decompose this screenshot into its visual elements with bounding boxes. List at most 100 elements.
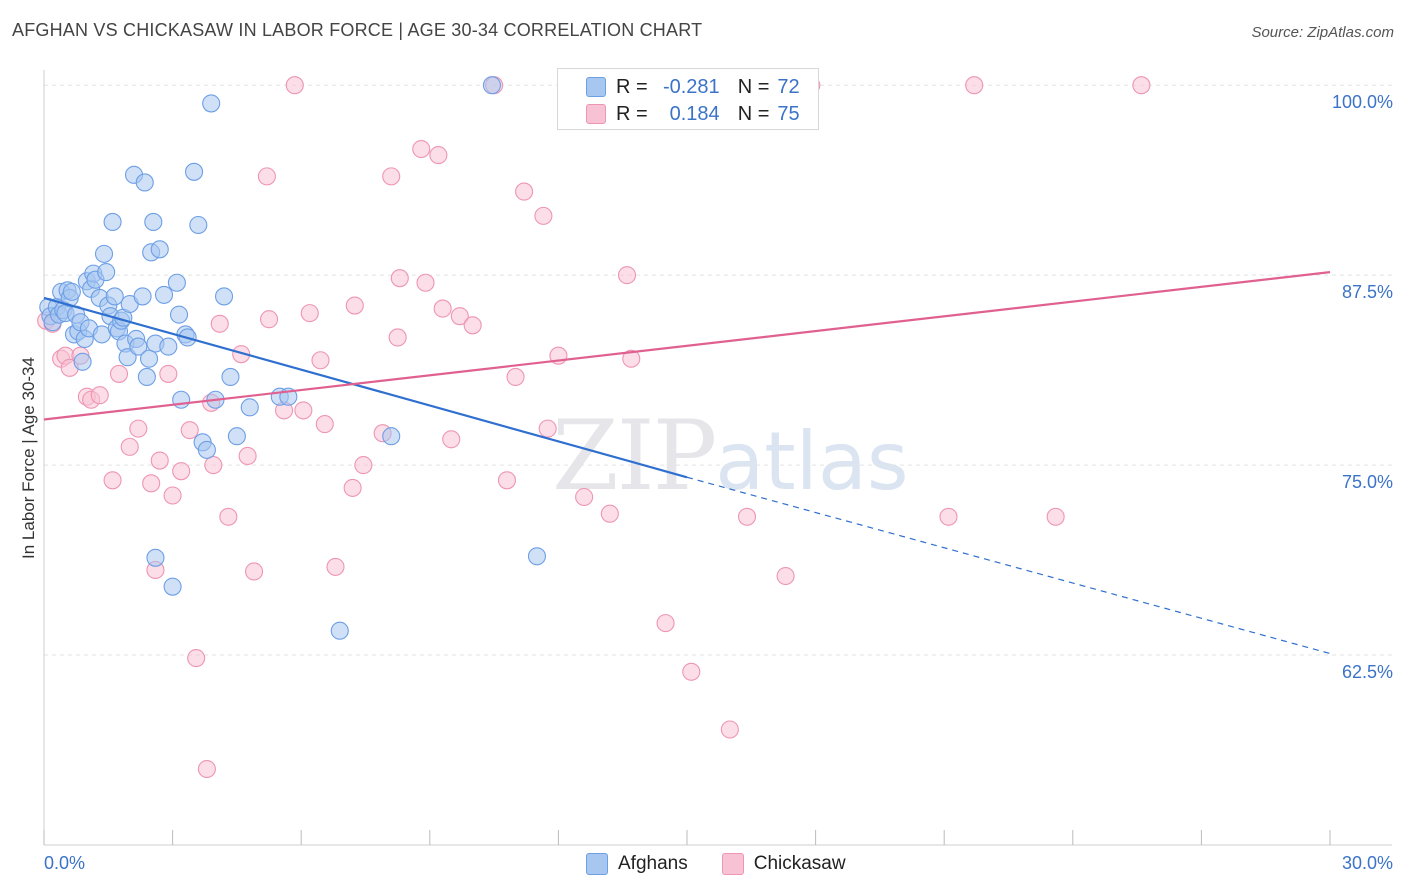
afghan-point (144, 212, 163, 232)
chickasaw-point (197, 759, 216, 779)
legend-swatch-pink (586, 104, 606, 124)
afghan-point (105, 287, 124, 306)
chickasaw-point (534, 206, 553, 225)
chickasaw-point (617, 266, 637, 285)
chickasaw-point (1046, 507, 1065, 526)
afghan-point (94, 244, 114, 263)
afghan-point (146, 548, 165, 567)
legend-row-afghans: R = -0.281 N = 72 (558, 73, 800, 101)
afghan-point (184, 162, 204, 181)
chickasaw-point (720, 720, 739, 739)
trend-lines (43, 271, 1331, 655)
afghan-point (137, 367, 156, 387)
afghan-point (62, 282, 81, 301)
chickasaw-point (159, 364, 178, 383)
chickasaw-swatch (721, 853, 744, 875)
chickasaw-point (326, 557, 345, 576)
afghan-point (73, 352, 92, 371)
x-tick-label-max: 30.0% (1342, 853, 1393, 873)
chickasaw-point (238, 446, 257, 466)
chickasaw-trend-line (43, 271, 1331, 421)
afghan-trend-line (43, 296, 688, 479)
legend-n-label: N = (737, 102, 770, 125)
chickasaw-point (311, 351, 330, 370)
legend-n-value: 75 (777, 102, 800, 125)
afghan-point (169, 305, 189, 324)
chickasaw-point (259, 310, 279, 329)
afghan-point (135, 173, 154, 192)
chickasaw-point (90, 386, 109, 405)
chickasaw-point (172, 462, 191, 481)
legend-item-afghans[interactable]: Afghans (586, 853, 688, 875)
chickasaw-point (965, 76, 984, 95)
y-tick-label: 87.5% (1342, 282, 1393, 302)
chickasaw-point (737, 507, 757, 526)
afghan-point (482, 76, 502, 95)
afghan-point (92, 325, 111, 344)
chickasaw-points (37, 76, 1151, 779)
afghans-swatch (586, 853, 608, 875)
chickasaw-point (343, 478, 362, 497)
chickasaw-point (142, 474, 161, 493)
afghan-point (167, 273, 186, 292)
chickasaw-point (382, 167, 401, 186)
chickasaw-point (187, 649, 206, 668)
afghan-point (103, 212, 122, 232)
chickasaw-point (300, 304, 319, 323)
chickasaw-point (244, 562, 264, 581)
chickasaw-point (390, 269, 409, 288)
chickasaw-point (345, 296, 364, 315)
legend-r-label: R = (616, 75, 648, 98)
afghan-points (39, 76, 547, 640)
legend-item-chickasaw[interactable]: Chickasaw (721, 853, 846, 875)
chickasaw-point (497, 471, 517, 490)
chickasaw-point (515, 182, 534, 201)
series-legend: Afghans Chickasaw (586, 850, 880, 878)
legend-r-value: -0.281 (662, 75, 720, 98)
y-tick-label: 100.0% (1332, 92, 1393, 112)
afghan-point (189, 215, 208, 235)
afghan-point (382, 427, 401, 446)
chickasaw-label: Chickasaw (753, 853, 846, 874)
afghan-point (227, 427, 246, 446)
y-axis-label: In Labor Force | Age 30-34 (19, 357, 38, 559)
chickasaw-point (285, 76, 304, 95)
chickasaw-point (506, 367, 525, 387)
chickasaw-point (600, 504, 619, 523)
chickasaw-point (442, 430, 461, 449)
chickasaw-point (388, 328, 407, 347)
afghan-point (159, 337, 178, 356)
y-tick-label: 75.0% (1342, 472, 1393, 492)
legend-row-chickasaw: R = 0.184 N = 75 (558, 100, 800, 128)
afghan-point (118, 348, 137, 367)
chickasaw-point (180, 421, 199, 440)
chickasaw-point (776, 566, 795, 586)
chickasaw-point (412, 139, 431, 159)
chickasaw-point (622, 349, 641, 368)
legend-swatch-blue (586, 77, 606, 97)
legend-n-label: N = (737, 75, 770, 98)
chickasaw-point (354, 456, 373, 475)
chickasaw-point (315, 415, 334, 434)
afghan-point (330, 621, 349, 640)
chickasaw-point (656, 614, 675, 633)
correlation-legend: R = -0.281 N = 72 R = 0.184 N = 75 (557, 68, 819, 130)
afghan-point (240, 398, 259, 417)
chickasaw-point (257, 167, 276, 186)
afghan-point (214, 287, 234, 306)
chickasaw-point (429, 146, 448, 165)
y-tick-label: 62.5% (1342, 662, 1393, 682)
chickasaw-point (103, 471, 122, 490)
afghan-point (172, 390, 191, 409)
chickasaw-point (204, 456, 223, 475)
chickasaw-point (575, 487, 594, 507)
chickasaw-point (294, 401, 313, 420)
chickasaw-point (416, 273, 435, 292)
chickasaw-point (109, 364, 129, 383)
chickasaw-point (450, 307, 469, 326)
afghan-point (129, 337, 148, 356)
chickasaw-point (150, 451, 169, 470)
x-tick-label-min: 0.0% (44, 853, 85, 873)
chickasaw-point (433, 299, 452, 318)
afghan-point (202, 94, 221, 113)
